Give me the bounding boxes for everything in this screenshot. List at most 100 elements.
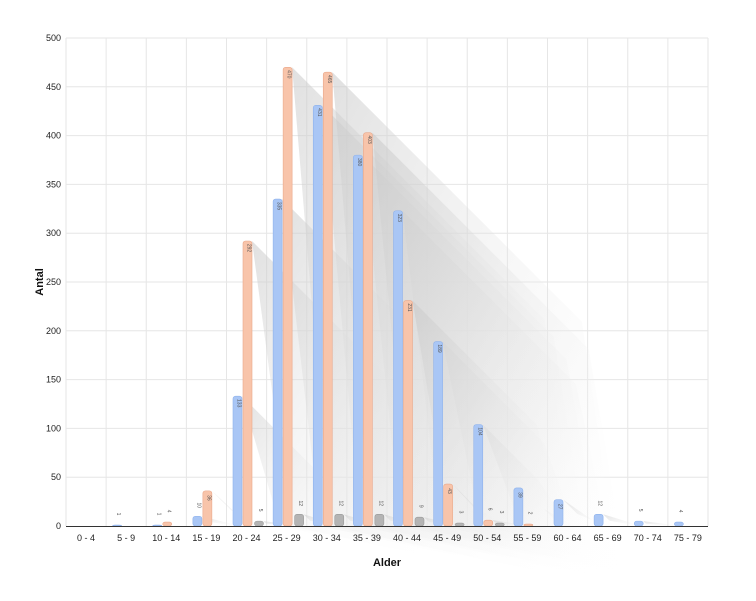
bar-value-label: 231 [406, 303, 412, 312]
y-tick-label: 200 [46, 326, 61, 336]
bar-value-label: 133 [236, 399, 242, 408]
bar-value-label: 2 [526, 512, 532, 515]
bar-value-label: 1 [115, 513, 121, 516]
x-tick-label: 40 - 44 [393, 533, 421, 543]
bar-value-label: 323 [396, 214, 402, 223]
y-tick-label: 350 [46, 179, 61, 189]
y-tick-label: 400 [46, 131, 61, 141]
x-tick-label: 65 - 69 [594, 533, 622, 543]
bar-value-label: 292 [246, 244, 252, 253]
bar [192, 515, 203, 527]
x-tick-label: 30 - 34 [313, 533, 341, 543]
y-tick-label: 250 [46, 277, 61, 287]
bar-value-label: 335 [276, 202, 282, 211]
x-tick-label: 75 - 79 [674, 533, 702, 543]
bar [593, 513, 604, 527]
bar [433, 341, 443, 527]
x-tick-label: 35 - 39 [353, 533, 381, 543]
bar-shadow [343, 514, 389, 528]
bar-value-label: 12 [597, 501, 603, 507]
bar-value-label: 9 [418, 505, 424, 508]
bar-value-label: 431 [316, 108, 322, 117]
y-tick-label: 150 [46, 375, 61, 385]
bar [363, 132, 373, 527]
bar-shadow [424, 517, 467, 528]
y-tick-label: 100 [46, 423, 61, 433]
x-tick-label: 70 - 74 [634, 533, 662, 543]
x-tick-label: 50 - 54 [473, 533, 501, 543]
bar-value-label: 12 [377, 501, 383, 507]
bar [473, 424, 484, 527]
bar [312, 105, 323, 527]
bar-shadow [643, 521, 684, 527]
bar-value-label: 3 [458, 511, 464, 514]
bars [112, 66, 684, 527]
x-tick-label: 5 - 9 [117, 533, 135, 543]
bar-shadow [412, 300, 575, 554]
bar [523, 523, 534, 527]
y-axis-title: Antal [34, 268, 46, 296]
bar [393, 210, 403, 527]
bar-value-label: 189 [436, 344, 442, 353]
bar [282, 66, 293, 527]
bar [152, 524, 163, 527]
bar [414, 516, 425, 527]
bar [334, 513, 345, 527]
bar-shadow [303, 514, 349, 528]
bar [633, 520, 644, 527]
y-tick-label: 0 [56, 521, 61, 531]
bar [454, 522, 465, 527]
y-tick-label: 300 [46, 228, 61, 238]
bar-value-label: 1 [155, 513, 161, 516]
bar-value-label: 470 [286, 70, 292, 79]
bar-value-label: 27 [557, 504, 563, 510]
bar-value-label: 12 [297, 501, 303, 507]
bar-value-label: 380 [356, 158, 362, 167]
bar-value-label: 5 [637, 509, 643, 512]
bar-value-label: 465 [326, 75, 332, 84]
bar-value-label: 6 [486, 508, 492, 511]
bar-value-label: 12 [337, 501, 343, 507]
bar [322, 71, 333, 527]
bar [254, 520, 264, 527]
bar [494, 522, 505, 527]
bar [242, 240, 253, 527]
bar-value-label: 43 [446, 488, 452, 494]
bar-value-label: 39 [516, 492, 522, 498]
x-axis-title: Alder [373, 557, 402, 569]
x-tick-label: 45 - 49 [433, 533, 461, 543]
x-tick-label: 60 - 64 [554, 533, 582, 543]
bar-value-label: 403 [366, 136, 372, 145]
bar-value-label: 4 [165, 510, 171, 513]
bar-value-label: 36 [205, 495, 211, 501]
y-axis-ticks: 0 50 100 150 200 250 300 350 400 450 500 [46, 33, 61, 531]
bar [403, 300, 413, 527]
bar-value-label: 3 [498, 511, 504, 514]
x-tick-label: 10 - 14 [152, 533, 180, 543]
x-tick-label: 0 - 4 [77, 533, 95, 543]
x-tick-label: 55 - 59 [513, 533, 541, 543]
y-tick-label: 500 [46, 33, 61, 43]
bar-shadow [383, 514, 429, 528]
bar [162, 521, 173, 527]
bar-value-label: 104 [476, 427, 482, 436]
y-tick-label: 450 [46, 82, 61, 92]
bar-value-label: 4 [677, 510, 683, 513]
bar [374, 513, 385, 527]
x-tick-label: 15 - 19 [192, 533, 220, 543]
bar [483, 519, 494, 527]
bar [674, 521, 684, 527]
x-axis-ticks: 0 - 4 5 - 9 10 - 14 15 - 19 20 - 24 25 - 29 30… [77, 533, 702, 543]
bar-value-label: 5 [257, 509, 263, 512]
bar [353, 154, 363, 527]
bar [294, 513, 304, 527]
bar [232, 395, 243, 527]
bar-value-label: 10 [195, 502, 201, 508]
x-tick-label: 25 - 29 [273, 533, 301, 543]
y-tick-label: 50 [51, 472, 61, 482]
bar [272, 198, 283, 527]
x-tick-label: 20 - 24 [233, 533, 261, 543]
bar [112, 524, 122, 527]
